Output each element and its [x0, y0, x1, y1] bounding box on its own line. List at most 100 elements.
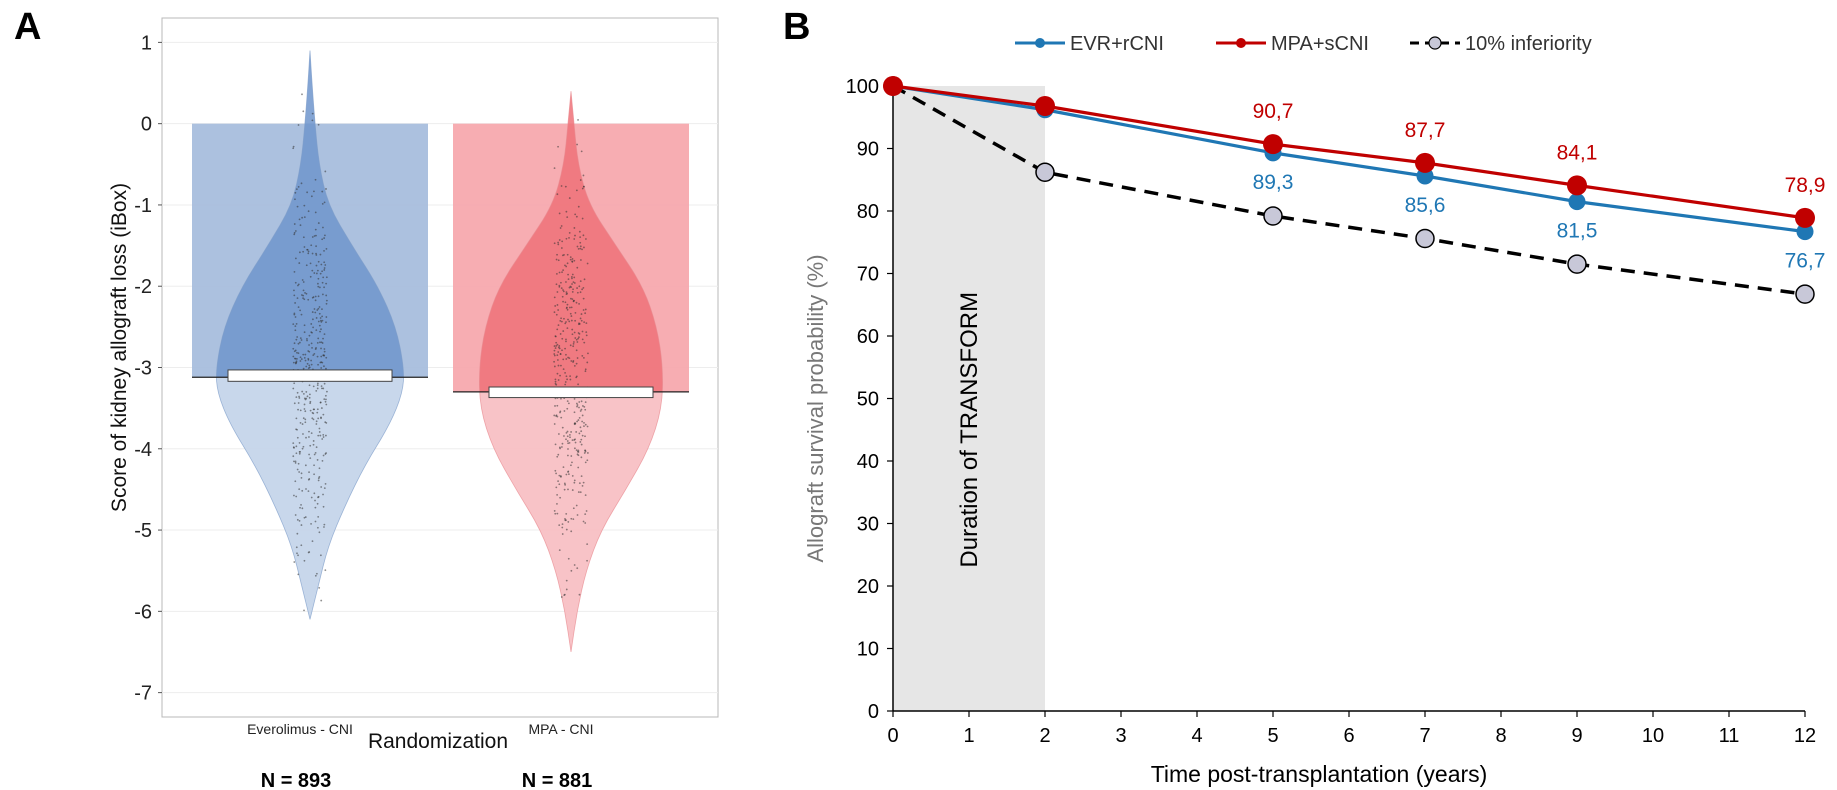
jitter-point	[556, 404, 559, 407]
jitter-point	[307, 252, 310, 255]
jitter-point	[575, 189, 578, 192]
jitter-point	[553, 311, 556, 314]
jitter-point	[560, 416, 563, 419]
jitter-point	[307, 210, 310, 213]
jitter-point	[310, 244, 313, 247]
jitter-point	[320, 263, 323, 266]
jitter-point	[322, 387, 325, 390]
jitter-point	[564, 371, 566, 374]
jitter-point	[575, 349, 578, 352]
jitter-point	[576, 404, 579, 406]
jitter-point	[296, 428, 298, 431]
jitter-point	[304, 353, 307, 356]
jitter-point	[292, 145, 295, 148]
jitter-point	[576, 514, 579, 516]
jitter-point	[554, 405, 556, 407]
jitter-point	[570, 275, 573, 278]
jitter-point	[578, 285, 581, 288]
jitter-point	[586, 361, 589, 364]
jitter-point	[309, 444, 312, 447]
jitter-point	[566, 430, 569, 433]
jitter-point	[564, 383, 567, 386]
jitter-point	[314, 299, 317, 302]
jitter-point	[295, 338, 298, 341]
jitter-point	[566, 262, 569, 265]
jitter-point	[311, 119, 314, 122]
jitter-point	[321, 319, 324, 322]
jitter-point	[570, 517, 573, 520]
jitter-point	[293, 313, 296, 316]
jitter-point	[570, 464, 572, 467]
jitter-point	[570, 315, 573, 317]
jitter-point	[300, 339, 303, 341]
jitter-point	[310, 195, 313, 198]
jitter-point	[320, 385, 323, 388]
jitter-point	[557, 351, 560, 353]
series-marker	[1568, 193, 1586, 211]
jitter-point	[320, 599, 323, 602]
jitter-point	[294, 514, 297, 516]
jitter-point	[323, 269, 326, 271]
shaded-region-label: Duration of TRANSFORM	[956, 292, 983, 568]
jitter-point	[317, 434, 320, 437]
jitter-point	[584, 461, 587, 464]
jitter-point	[561, 337, 564, 340]
jitter-point	[555, 313, 558, 316]
jitter-point	[565, 340, 567, 343]
jitter-point	[294, 480, 297, 483]
jitter-point	[558, 483, 561, 486]
jitter-point	[316, 502, 319, 505]
jitter-point	[297, 462, 300, 465]
jitter-point	[321, 460, 324, 462]
jitter-point	[565, 579, 568, 582]
jitter-point	[556, 328, 559, 331]
jitter-point	[576, 357, 579, 359]
jitter-point	[312, 385, 315, 388]
jitter-point	[310, 342, 313, 345]
jitter-point	[295, 188, 298, 191]
ci-box	[227, 369, 393, 382]
jitter-point	[555, 258, 558, 261]
jitter-point	[585, 322, 588, 325]
violin-outline	[479, 91, 663, 653]
jitter-point	[565, 291, 568, 293]
jitter-point	[566, 435, 569, 438]
jitter-point	[570, 306, 573, 309]
jitter-point	[299, 356, 302, 359]
jitter-point	[567, 448, 569, 450]
violin-upper	[216, 50, 404, 378]
jitter-point	[553, 365, 556, 368]
jitter-point	[311, 540, 314, 543]
jitter-point	[566, 327, 569, 330]
jitter-point	[562, 358, 565, 361]
jitter-point	[568, 232, 571, 234]
jitter-point	[298, 519, 301, 522]
jitter-point	[587, 352, 589, 355]
jitter-point	[555, 383, 558, 386]
jitter-point	[573, 397, 576, 400]
jitter-point	[294, 460, 297, 463]
jitter-point	[580, 150, 583, 153]
jitter-point	[318, 324, 321, 327]
jitter-point	[293, 233, 296, 236]
jitter-point	[568, 306, 571, 309]
jitter-point	[571, 291, 574, 293]
jitter-point	[584, 368, 587, 371]
jitter-point	[324, 234, 326, 237]
jitter-point	[293, 494, 295, 497]
jitter-point	[583, 341, 586, 344]
jitter-point	[584, 312, 587, 315]
jitter-point	[553, 510, 556, 512]
jitter-point	[573, 564, 576, 566]
series-line-mpa-scni	[892, 84, 1806, 220]
series-marker	[1035, 96, 1055, 116]
jitter-point	[318, 431, 321, 433]
jitter-point	[321, 270, 324, 273]
jitter-point	[319, 330, 321, 333]
jitter-point	[571, 277, 573, 280]
jitter-point	[560, 281, 562, 284]
y-tick-label: -4	[134, 439, 152, 461]
jitter-point	[565, 431, 568, 434]
jitter-point	[557, 364, 560, 367]
jitter-point	[577, 466, 580, 469]
